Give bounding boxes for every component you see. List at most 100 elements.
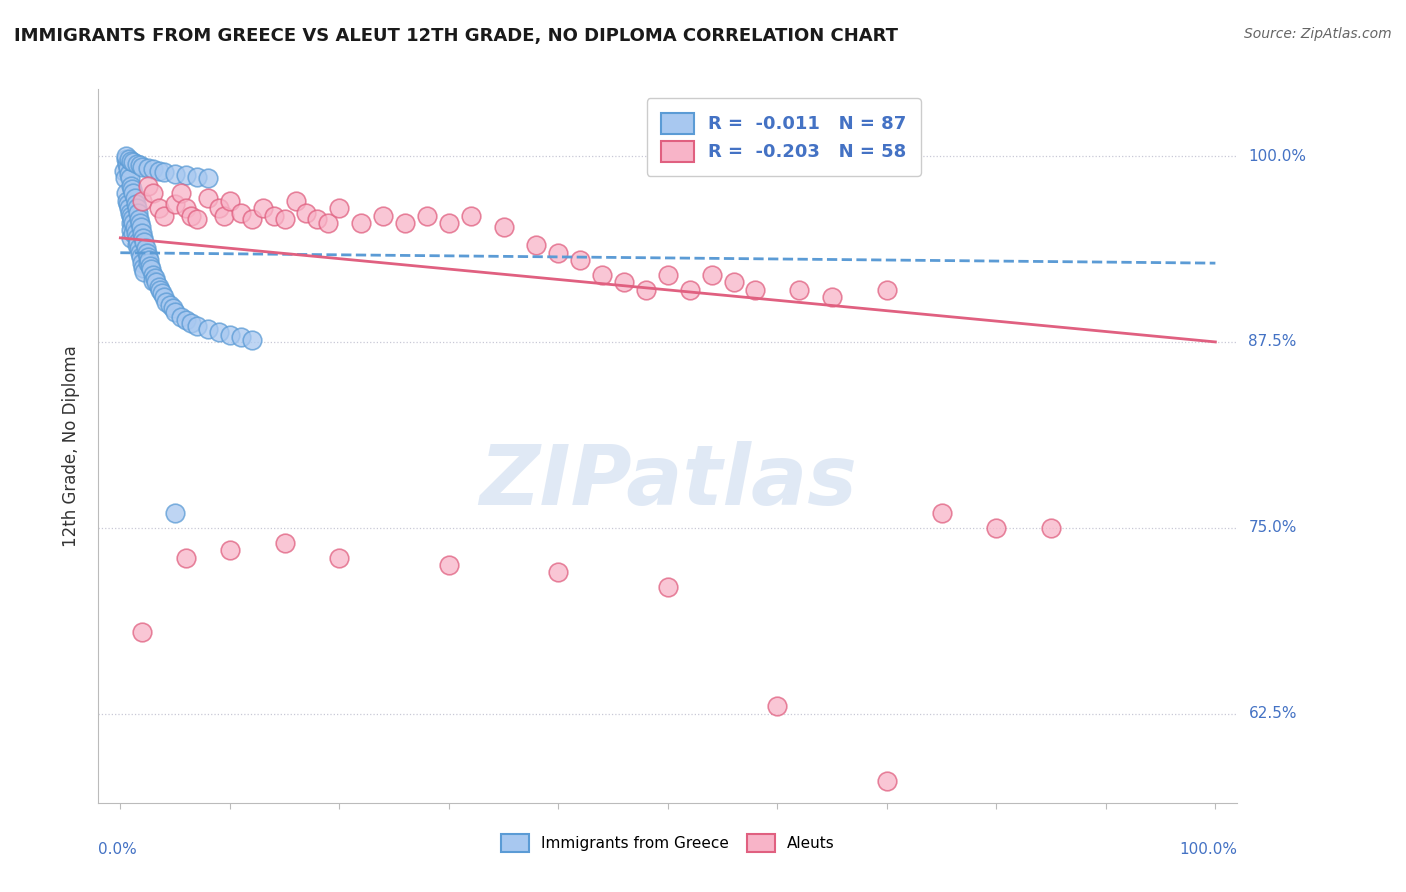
Point	[128, 241, 150, 255]
Point	[295, 205, 318, 219]
Point	[148, 164, 170, 178]
Point	[180, 316, 202, 330]
Y-axis label: 12th Grade, No Diploma: 12th Grade, No Diploma	[62, 345, 80, 547]
Point	[613, 276, 636, 290]
Text: ZIPatlas: ZIPatlas	[479, 442, 856, 522]
Point	[229, 330, 252, 344]
Point	[174, 312, 197, 326]
Point	[416, 209, 439, 223]
Point	[125, 156, 148, 170]
Point	[744, 283, 766, 297]
Point	[165, 506, 187, 520]
Point	[131, 624, 153, 639]
Point	[165, 167, 187, 181]
Point	[120, 153, 142, 168]
Point	[129, 245, 152, 260]
Point	[208, 325, 231, 339]
Point	[208, 201, 231, 215]
Point	[174, 550, 197, 565]
Point	[120, 205, 142, 219]
Point	[125, 238, 148, 252]
Point	[186, 169, 208, 184]
Point	[547, 245, 569, 260]
Point	[142, 274, 165, 288]
Point	[162, 301, 184, 315]
Point	[186, 211, 208, 226]
Point	[129, 216, 152, 230]
Point	[153, 165, 176, 179]
Point	[547, 566, 569, 580]
Point	[197, 321, 219, 335]
Point	[273, 535, 295, 549]
Point	[165, 305, 187, 319]
Point	[155, 294, 177, 309]
Text: 62.5%: 62.5%	[1249, 706, 1296, 721]
Point	[117, 161, 139, 175]
Point	[136, 161, 159, 175]
Point	[153, 209, 176, 223]
Point	[634, 283, 657, 297]
Point	[142, 268, 165, 282]
Point	[114, 149, 136, 163]
Point	[328, 550, 350, 565]
Point	[132, 231, 155, 245]
Point	[127, 235, 149, 250]
Point	[437, 558, 460, 572]
Point	[218, 543, 240, 558]
Point	[117, 196, 139, 211]
Point	[218, 194, 240, 208]
Point	[766, 699, 789, 714]
Point	[120, 231, 142, 245]
Point	[131, 160, 153, 174]
Point	[986, 521, 1008, 535]
Point	[124, 220, 146, 235]
Point	[138, 253, 160, 268]
Point	[139, 262, 162, 277]
Point	[657, 580, 679, 594]
Text: 75.0%: 75.0%	[1249, 520, 1296, 535]
Point	[129, 220, 152, 235]
Point	[148, 280, 170, 294]
Point	[131, 194, 153, 208]
Legend: Immigrants from Greece, Aleuts: Immigrants from Greece, Aleuts	[494, 827, 842, 859]
Text: 0.0%: 0.0%	[98, 842, 138, 857]
Point	[657, 268, 679, 282]
Point	[197, 171, 219, 186]
Point	[122, 216, 145, 230]
Point	[125, 201, 148, 215]
Point	[122, 186, 145, 201]
Point	[115, 194, 138, 208]
Point	[128, 211, 150, 226]
Point	[700, 268, 723, 282]
Point	[197, 191, 219, 205]
Point	[134, 241, 156, 255]
Point	[169, 186, 191, 201]
Point	[131, 256, 153, 270]
Point	[129, 158, 152, 172]
Point	[284, 194, 307, 208]
Point	[218, 327, 240, 342]
Point	[132, 260, 155, 275]
Text: Source: ZipAtlas.com: Source: ZipAtlas.com	[1244, 27, 1392, 41]
Point	[112, 164, 135, 178]
Point	[122, 155, 145, 169]
Point	[121, 182, 143, 196]
Point	[180, 209, 202, 223]
Point	[124, 191, 146, 205]
Point	[174, 169, 197, 183]
Point	[526, 238, 548, 252]
Point	[124, 227, 146, 241]
Point	[114, 152, 136, 166]
Point	[240, 334, 263, 348]
Point	[460, 209, 482, 223]
Point	[787, 283, 810, 297]
Point	[931, 506, 953, 520]
Point	[591, 268, 613, 282]
Point	[118, 201, 141, 215]
Point	[120, 216, 142, 230]
Point	[115, 156, 138, 170]
Point	[229, 205, 252, 219]
Point	[876, 773, 898, 788]
Text: IMMIGRANTS FROM GREECE VS ALEUT 12TH GRADE, NO DIPLOMA CORRELATION CHART: IMMIGRANTS FROM GREECE VS ALEUT 12TH GRA…	[14, 27, 898, 45]
Point	[118, 167, 141, 181]
